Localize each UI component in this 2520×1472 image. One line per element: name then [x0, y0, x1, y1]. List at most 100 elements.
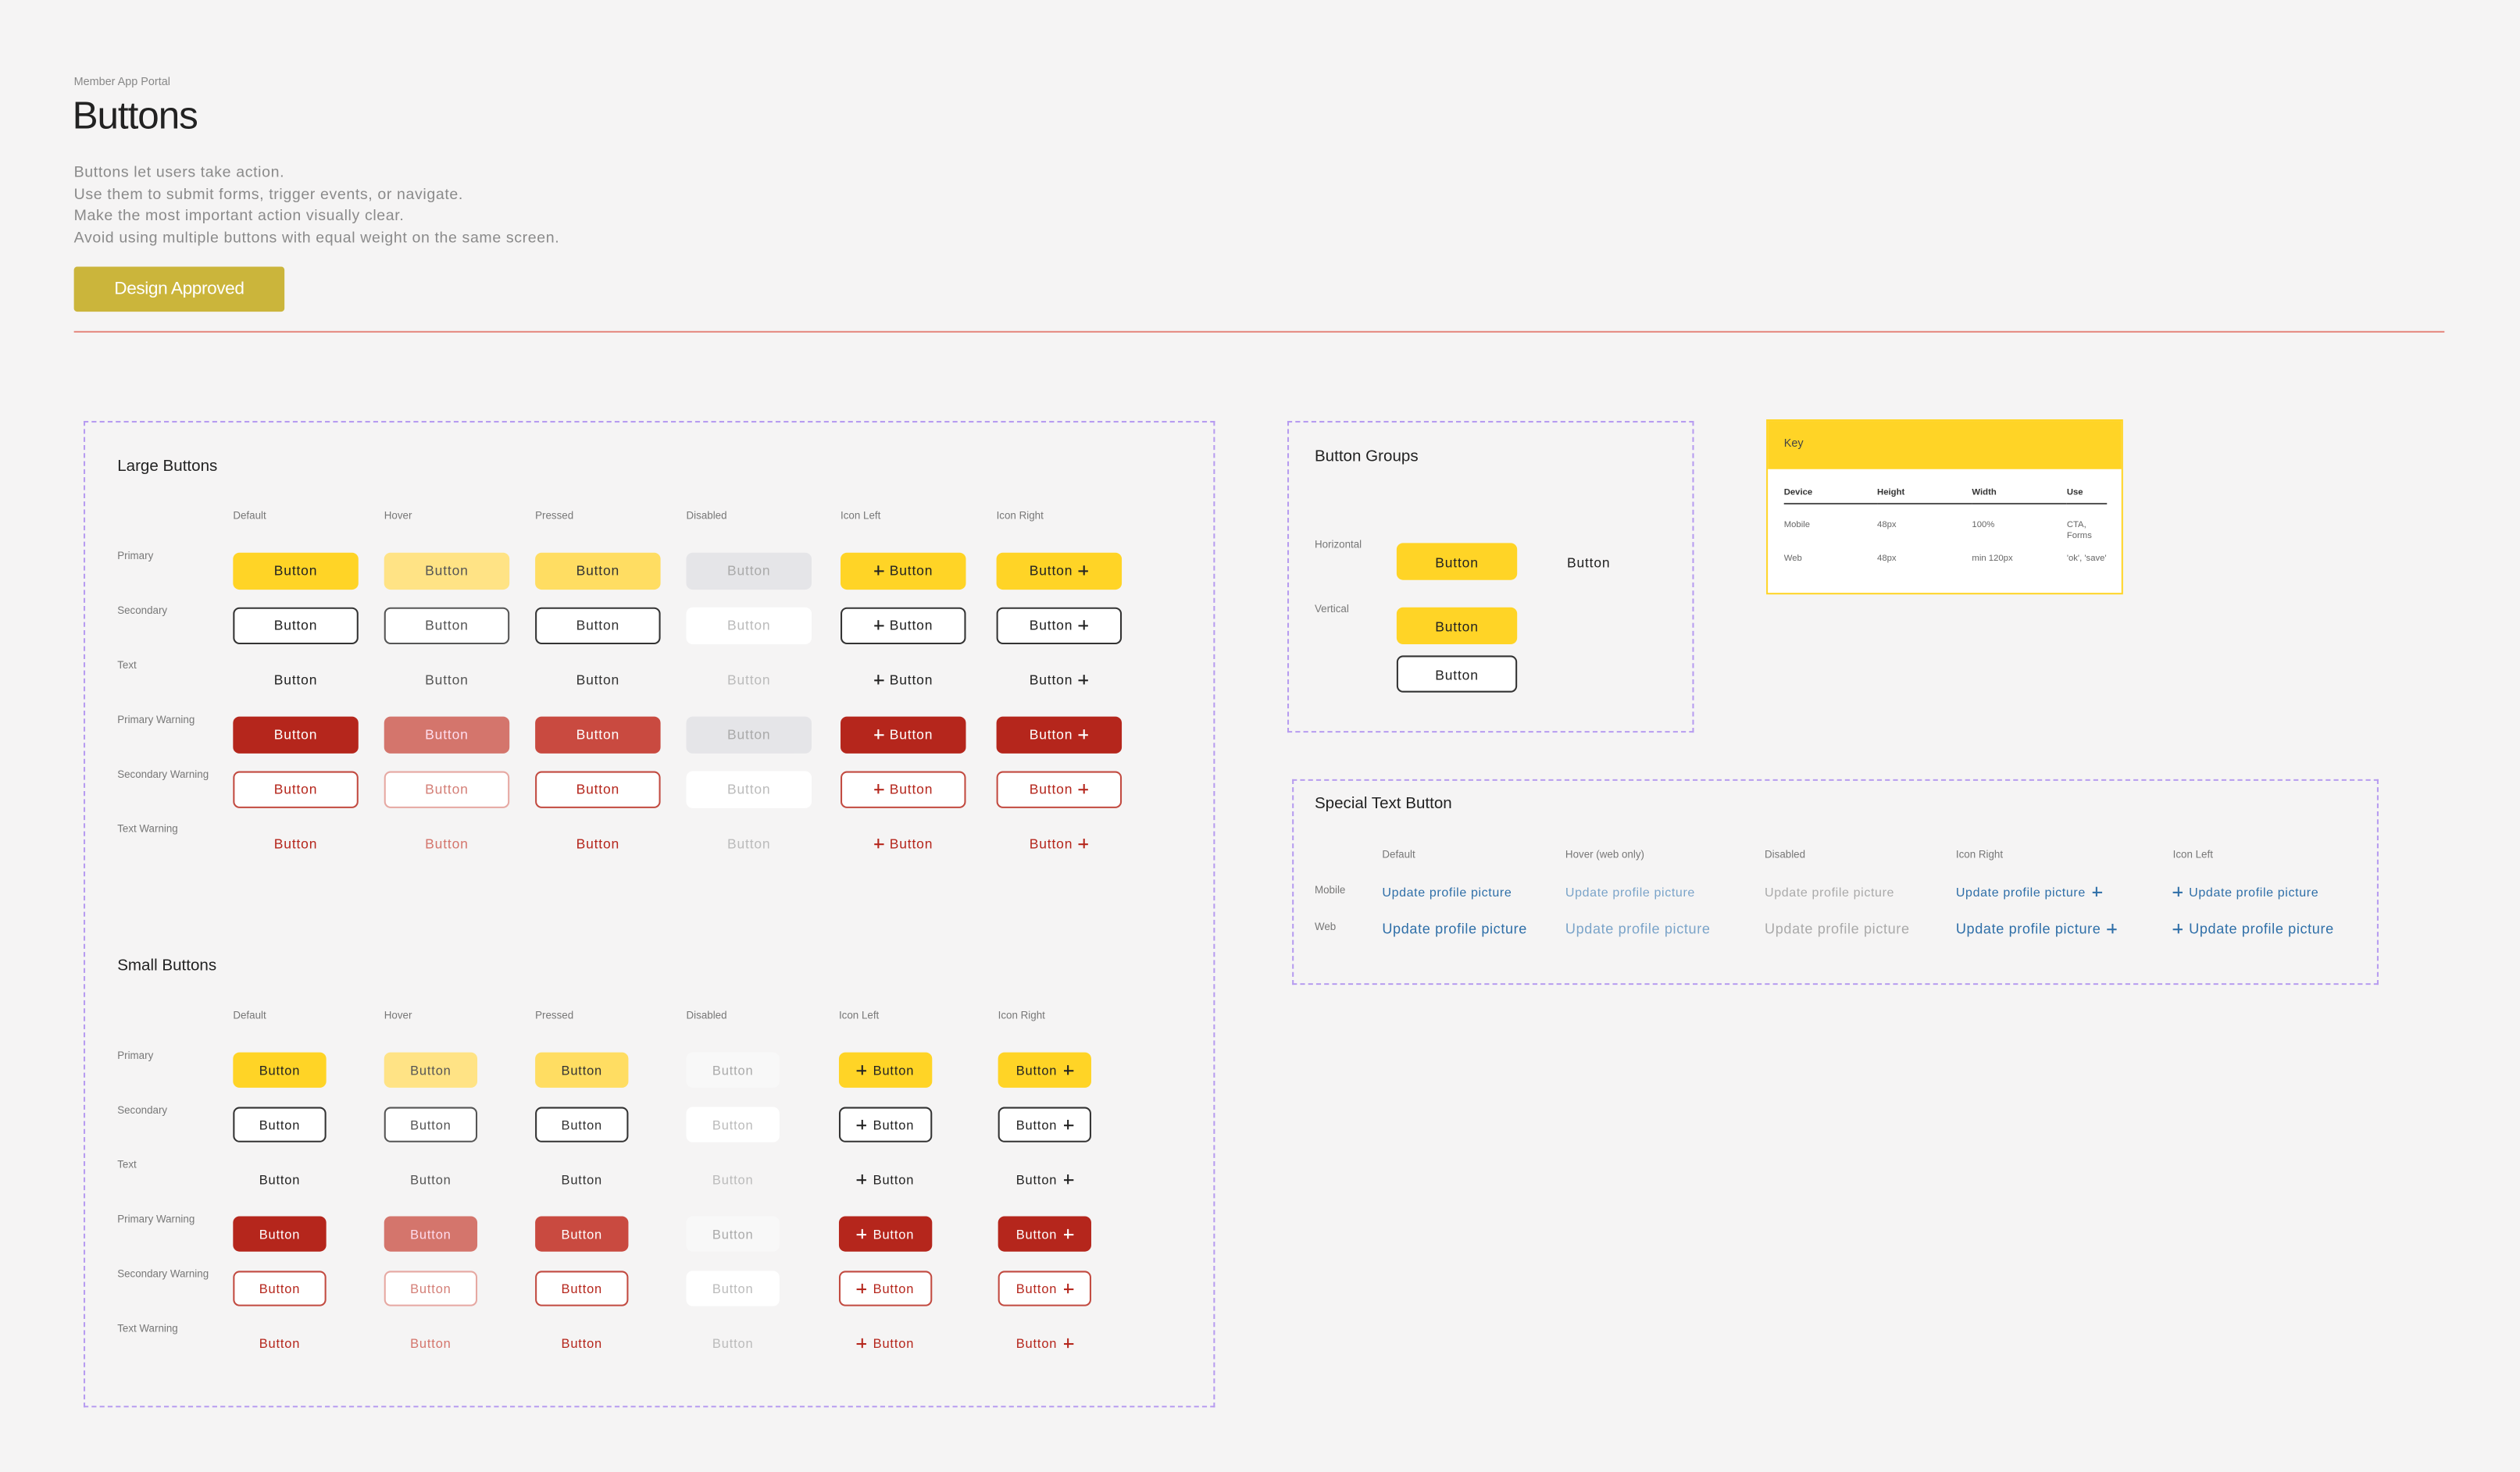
button[interactable]: Button	[841, 606, 966, 643]
button[interactable]: Button	[233, 1325, 326, 1360]
button[interactable]: Button	[535, 715, 661, 753]
button[interactable]: Button	[384, 825, 509, 861]
button[interactable]: Button	[384, 1271, 478, 1306]
button-label: Button	[889, 725, 933, 743]
key-header-cell: Width	[1972, 488, 1997, 498]
row-label: Text Warning	[117, 824, 178, 836]
button[interactable]: Button	[384, 1052, 478, 1088]
button[interactable]: Button	[233, 1052, 327, 1088]
button[interactable]: Button	[233, 715, 359, 753]
button[interactable]: Button	[838, 1052, 933, 1088]
button[interactable]: Button	[535, 606, 661, 643]
button[interactable]: Button	[233, 1216, 327, 1252]
plus-icon	[2172, 924, 2183, 934]
key-row: Mobile 48px 100% CTA, Forms	[1784, 504, 2108, 541]
button[interactable]: Button	[839, 1325, 932, 1360]
button[interactable]: Button	[998, 1271, 1091, 1306]
button[interactable]: Button	[535, 1052, 629, 1088]
button[interactable]: Button	[998, 1052, 1091, 1088]
button[interactable]: Button	[535, 1107, 629, 1142]
column-header: Icon Left	[841, 511, 881, 522]
button[interactable]: Button	[997, 661, 1122, 698]
status-badge: Design Approved	[73, 266, 285, 312]
button[interactable]: Button	[996, 770, 1123, 807]
button[interactable]: Button	[998, 1216, 1091, 1252]
button[interactable]: Button	[233, 1162, 326, 1197]
button: Button	[686, 606, 812, 643]
button[interactable]: Button	[233, 661, 358, 698]
button[interactable]: Button	[384, 1325, 477, 1360]
button[interactable]: Button	[535, 1162, 628, 1197]
text-button[interactable]: Update profile picture	[1382, 918, 1527, 940]
text-button[interactable]: Update profile picture	[1956, 880, 2102, 903]
button-label: Button	[873, 1226, 915, 1242]
text-button[interactable]: Update profile picture	[1565, 880, 1695, 903]
button[interactable]: Button	[838, 1216, 933, 1252]
button[interactable]: Button	[998, 1325, 1091, 1360]
button[interactable]: Button	[535, 551, 661, 590]
text-button-label: Update profile picture	[1565, 920, 1711, 937]
column-header: Hover	[384, 1010, 412, 1022]
text-button[interactable]: Update profile picture	[2172, 880, 2319, 903]
button-label: Button	[1435, 553, 1479, 570]
button-label: Button	[425, 725, 469, 743]
text-button-label: Update profile picture	[1955, 884, 2086, 900]
row-label: Horizontal	[1314, 540, 1362, 551]
button[interactable]: Button	[1529, 543, 1649, 579]
button[interactable]: Button	[384, 715, 510, 753]
button[interactable]: Button	[384, 606, 510, 643]
button[interactable]: Button	[996, 551, 1123, 590]
button[interactable]: Button	[841, 770, 966, 807]
row-label: Secondary	[117, 1105, 168, 1117]
button[interactable]: Button	[384, 551, 510, 590]
button[interactable]: Button	[841, 661, 966, 698]
button[interactable]: Button	[535, 1271, 629, 1306]
button[interactable]: Button	[1396, 543, 1518, 580]
button-label: Button	[1015, 1062, 1058, 1078]
button[interactable]: Button	[535, 661, 660, 698]
button[interactable]: Button	[384, 1162, 477, 1197]
text-button-label: Update profile picture	[2189, 920, 2334, 937]
button[interactable]: Button	[384, 1216, 478, 1252]
button[interactable]: Button	[233, 770, 359, 807]
button[interactable]: Button	[996, 606, 1123, 643]
button[interactable]: Button	[535, 770, 661, 807]
button[interactable]: Button	[233, 825, 358, 861]
button[interactable]: Button	[841, 551, 966, 590]
text-button[interactable]: Update profile picture	[1956, 918, 2118, 940]
button[interactable]: Button	[384, 770, 510, 807]
button[interactable]: Button	[233, 551, 359, 590]
button[interactable]: Button	[996, 715, 1123, 753]
button[interactable]: Button	[998, 1107, 1091, 1142]
plus-icon	[857, 1228, 867, 1239]
plus-icon	[1063, 1338, 1073, 1349]
button[interactable]: Button	[1396, 655, 1518, 693]
plus-icon	[873, 729, 883, 740]
button[interactable]: Button	[384, 661, 509, 698]
button: Button	[686, 1271, 780, 1306]
key-header-cell: Use	[2066, 488, 2083, 498]
text-button[interactable]: Update profile picture	[1565, 918, 1711, 940]
button[interactable]: Button	[841, 715, 966, 753]
text-button[interactable]: Update profile picture	[2172, 918, 2334, 940]
button[interactable]: Button	[535, 1216, 629, 1252]
button[interactable]: Button	[841, 825, 966, 861]
button[interactable]: Button	[838, 1271, 933, 1306]
text-button[interactable]: Update profile picture	[1382, 880, 1512, 903]
key-header-cell: Height	[1877, 488, 1905, 498]
button[interactable]: Button	[384, 1107, 478, 1142]
button[interactable]: Button	[233, 1107, 327, 1142]
button[interactable]: Button	[535, 825, 660, 861]
button-label: Button	[1029, 835, 1073, 852]
button-label: Button	[1015, 1226, 1058, 1242]
button[interactable]: Button	[997, 825, 1122, 861]
button[interactable]: Button	[839, 1162, 932, 1197]
button[interactable]: Button	[1396, 607, 1518, 645]
button[interactable]: Button	[535, 1325, 628, 1360]
button[interactable]: Button	[838, 1107, 933, 1142]
button-label: Button	[576, 617, 620, 633]
button[interactable]: Button	[998, 1162, 1091, 1197]
button[interactable]: Button	[233, 1271, 327, 1306]
button[interactable]: Button	[233, 606, 359, 643]
